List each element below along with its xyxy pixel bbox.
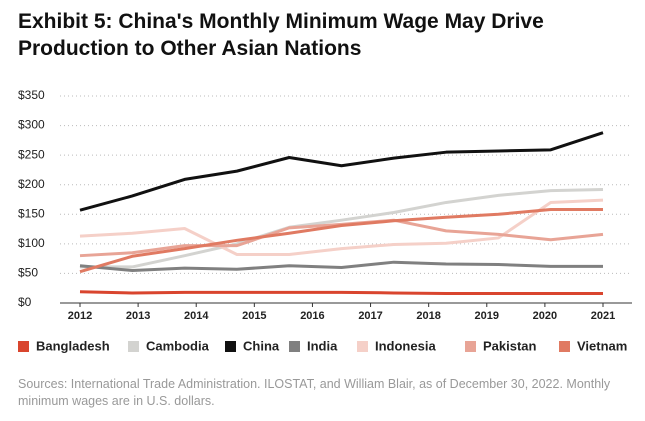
legend-label: Vietnam <box>577 338 627 353</box>
x-tick-label: 2020 <box>533 310 557 322</box>
x-tick-label: 2017 <box>358 310 382 322</box>
y-tick-label: $0 <box>18 295 32 309</box>
x-tick-label: 2016 <box>300 310 324 322</box>
y-tick-label: $50 <box>18 266 38 280</box>
x-tick-label: 2014 <box>184 310 209 322</box>
series-line <box>80 187 604 269</box>
legend-swatch <box>18 341 29 352</box>
legend-label: Bangladesh <box>36 338 110 353</box>
legend-label: China <box>243 338 280 353</box>
x-tick-label: 2015 <box>242 310 266 322</box>
x-tick-label: 2012 <box>68 310 92 322</box>
legend-swatch <box>289 341 300 352</box>
series-line <box>79 260 603 272</box>
legend-swatch <box>559 341 570 352</box>
y-tick-label: $200 <box>18 177 45 191</box>
legend-label: Indonesia <box>375 338 436 353</box>
series-line <box>79 131 604 212</box>
source-note: Sources: International Trade Administrat… <box>18 377 611 408</box>
y-tick-label: $250 <box>18 147 45 161</box>
x-tick-label: 2018 <box>416 310 440 322</box>
legend-label: Pakistan <box>483 338 537 353</box>
series-line <box>79 208 603 274</box>
legend-swatch <box>357 341 368 352</box>
legend-swatch <box>225 341 236 352</box>
y-tick-label: $100 <box>18 236 45 250</box>
legend-label: India <box>307 338 338 353</box>
y-tick-label: $300 <box>18 118 45 132</box>
series-line <box>79 198 604 257</box>
legend-swatch <box>128 341 139 352</box>
legend-label: Cambodia <box>146 338 210 353</box>
y-tick-label: $150 <box>18 206 45 220</box>
series-line <box>79 290 603 296</box>
y-tick-label: $350 <box>18 88 45 102</box>
x-tick-label: 2013 <box>126 310 150 322</box>
legend-swatch <box>465 341 476 352</box>
x-tick-label: 2021 <box>591 310 615 322</box>
x-tick-label: 2019 <box>475 310 499 322</box>
chart-title: Exhibit 5: China's Monthly Minimum Wage … <box>18 10 544 60</box>
